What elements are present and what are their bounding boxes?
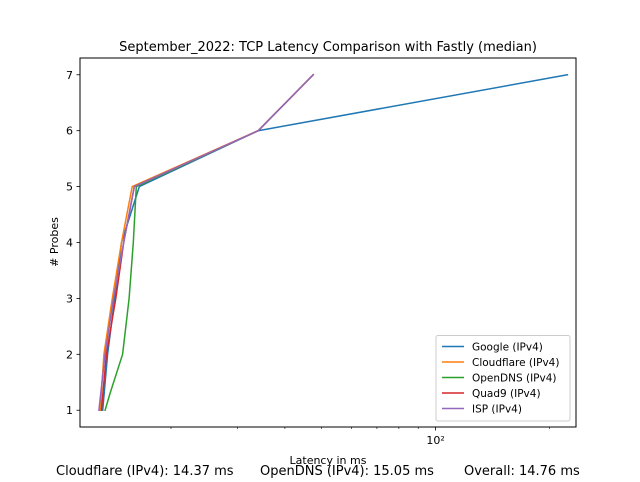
legend-label-0: Google (IPv4) <box>472 342 543 354</box>
y-axis-label: # Probes <box>48 217 61 267</box>
chart-title: September_2022: TCP Latency Comparison w… <box>119 40 537 55</box>
y-axis-ticks: 1 2 3 4 5 6 7 <box>66 69 80 417</box>
y-tick-label: 2 <box>66 348 73 361</box>
footer-summary: Cloudflare (IPv4): 14.37 ms OpenDNS (IPv… <box>0 464 640 482</box>
legend-label-4: ISP (IPv4) <box>472 404 522 416</box>
x-tick-label: 10² <box>426 434 444 447</box>
y-tick-label: 7 <box>66 69 73 82</box>
y-tick-label: 1 <box>66 404 73 417</box>
legend-label-2: OpenDNS (IPv4) <box>472 373 557 385</box>
y-tick-label: 6 <box>66 125 73 138</box>
footer-overall: Overall: 14.76 ms <box>464 464 580 479</box>
footer-cloudflare: Cloudflare (IPv4): 14.37 ms <box>56 464 234 479</box>
legend-label-3: Quad9 (IPv4) <box>472 388 541 400</box>
legend-box <box>435 335 571 422</box>
series-layer <box>98 73 569 412</box>
y-tick-label: 4 <box>66 237 73 250</box>
x-axis-label: Latency in ms <box>290 454 367 467</box>
legend: Google (IPv4) Cloudflare (IPv4) OpenDNS (I… <box>435 335 571 422</box>
y-tick-label: 5 <box>66 181 73 194</box>
series-line-4 <box>98 73 315 412</box>
y-tick-label: 3 <box>66 292 73 305</box>
footer-opendns: OpenDNS (IPv4): 15.05 ms <box>260 464 434 479</box>
legend-label-1: Cloudflare (IPv4) <box>472 357 559 369</box>
x-axis-ticks: 10² <box>170 427 550 447</box>
